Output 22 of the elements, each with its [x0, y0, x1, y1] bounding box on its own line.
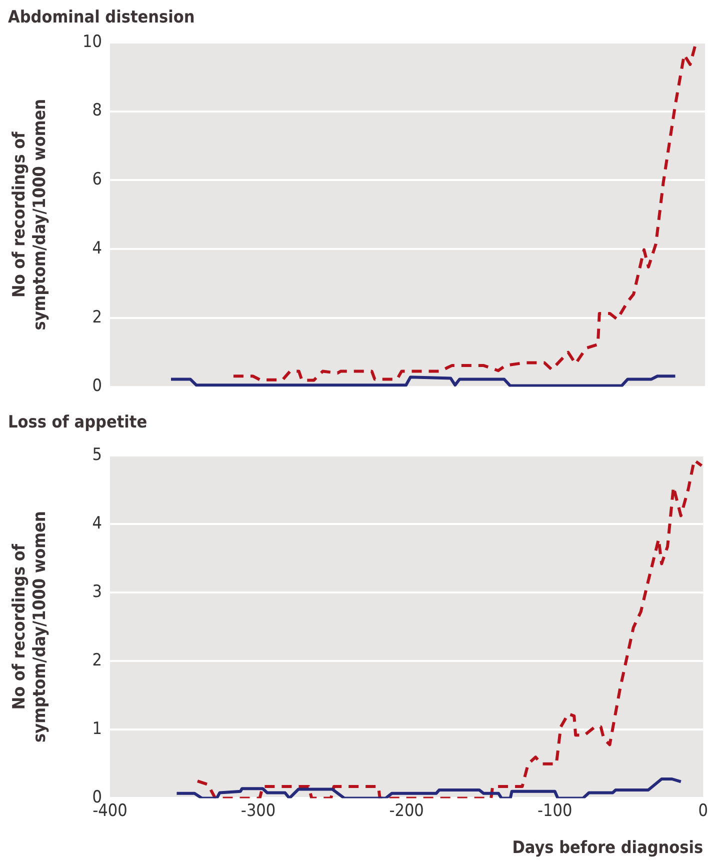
- x-tick-label: -100: [537, 800, 572, 821]
- x-axis-title: Days before diagnosis: [512, 838, 704, 858]
- y-tick-label: 4: [92, 238, 102, 258]
- y-tick-label: 6: [92, 170, 102, 190]
- y-tick-label: 0: [92, 788, 102, 808]
- x-tick-label: -200: [389, 800, 424, 821]
- x-tick-label: 0: [698, 800, 708, 821]
- y-axis-title: No of recordings of symptom/day/1000 women: [10, 511, 50, 742]
- chart-title: Loss of appetite: [8, 412, 148, 433]
- y-axis-title: No of recordings of symptom/day/1000 women: [10, 98, 50, 330]
- line-series: [196, 458, 704, 798]
- y-tick-label: 1: [92, 719, 102, 740]
- y-tick-label: 2: [92, 307, 102, 328]
- chart-title: Abdominal distension: [8, 8, 195, 28]
- y-tick-label: 3: [92, 582, 102, 602]
- y-tick-label: 10: [82, 32, 102, 52]
- y-tick-label: 8: [92, 100, 102, 121]
- y-tick-label: 4: [92, 513, 102, 534]
- x-tick-label: -300: [240, 800, 276, 821]
- y-tick-label: 2: [92, 650, 102, 670]
- y-tick-label: 5: [92, 444, 102, 465]
- y-tick-label: 0: [92, 376, 102, 396]
